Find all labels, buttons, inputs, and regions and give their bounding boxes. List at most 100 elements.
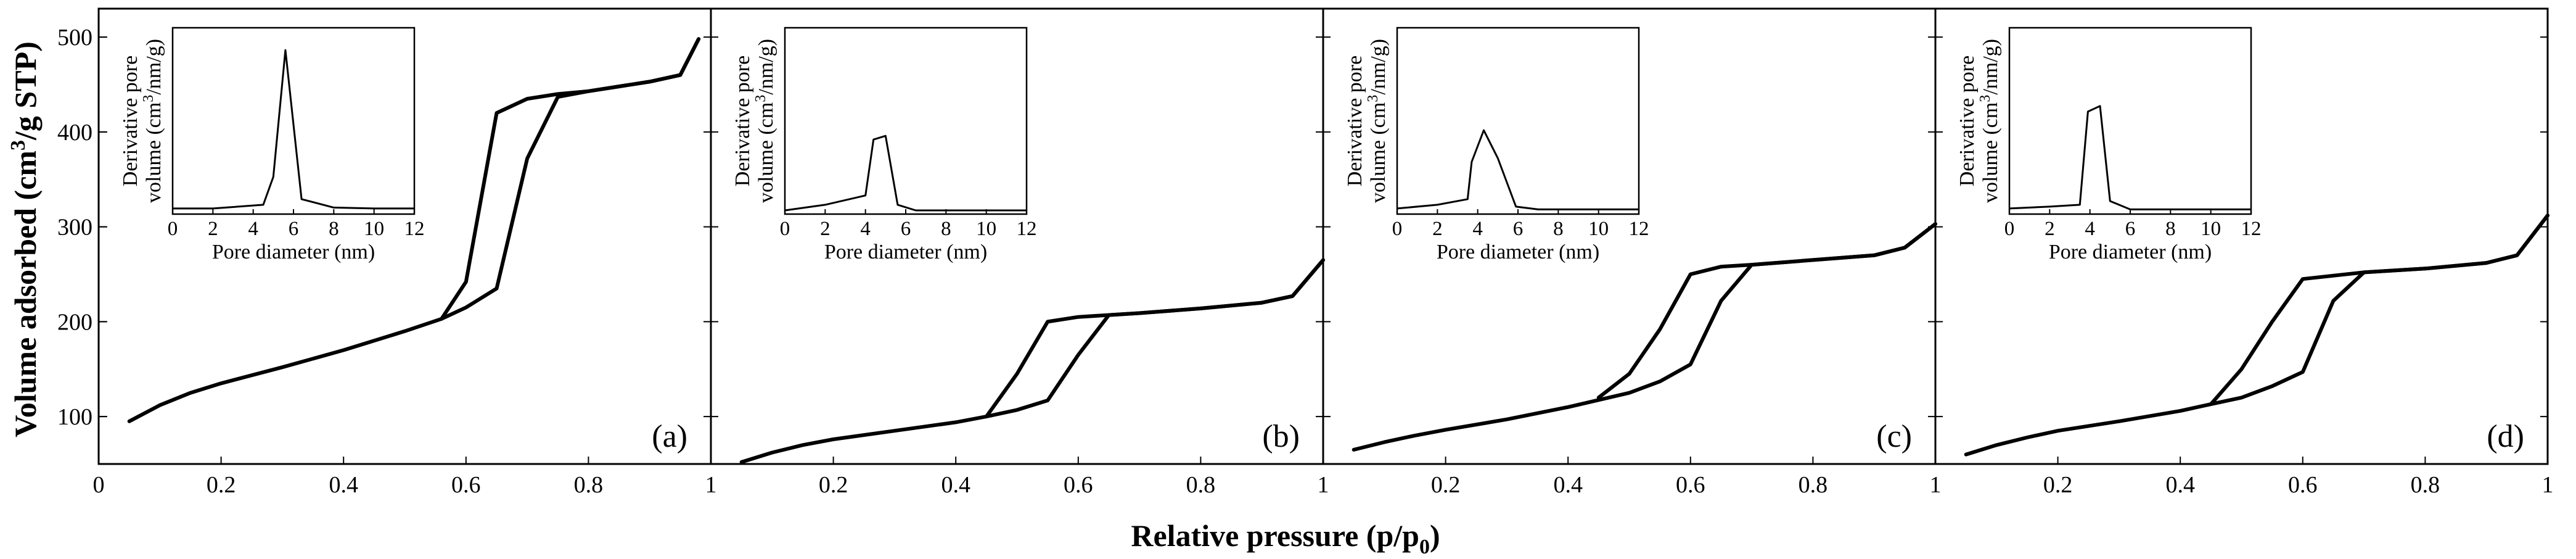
x-tick-label: 0.6 — [2288, 472, 2318, 498]
inset: 0 2 4 6 8 10 12 Pore diameter (nm) Derivative po… — [119, 27, 425, 263]
panel-label: (c) — [1876, 419, 1912, 454]
series-desorption — [1596, 222, 1937, 400]
inset-y-label-main: volume (cm — [755, 102, 777, 203]
x-tick-label: 0.8 — [1799, 472, 1828, 498]
inset-y-label-main: volume (cm — [142, 102, 165, 203]
series-desorption — [2209, 213, 2549, 407]
inset-x-tick-label: 2 — [820, 218, 831, 240]
x-tick-label: 0.8 — [1186, 472, 1216, 498]
panel-frame — [1934, 7, 2549, 465]
inset-x-tick-label: 2 — [208, 218, 218, 240]
x-tick-label: 0.2 — [819, 472, 848, 498]
inset-x-tick-label: 2 — [1432, 218, 1443, 240]
x-tick-label: 0.8 — [2411, 472, 2440, 498]
inset: 0 2 4 6 8 10 12 Pore diameter (nm) Derivative po… — [1956, 27, 2262, 263]
x-tick-label: 0.4 — [1553, 472, 1583, 498]
inset-x-tick-label: 10 — [1588, 218, 1609, 240]
x-tick-label: 0.6 — [451, 472, 481, 498]
inset-y-label-sup: 3 — [141, 95, 157, 102]
x-tick-label: 0.6 — [1676, 472, 1705, 498]
x-tick-label: 1 — [2542, 472, 2554, 498]
x-axis-title-end: ) — [1430, 518, 1440, 553]
inset-x-tick-label: 8 — [941, 218, 951, 240]
x-tick-label: 0.2 — [1431, 472, 1461, 498]
inset-series-pore-distribution — [2009, 105, 2251, 210]
inset-y-label-main: volume (cm — [1979, 102, 2002, 203]
inset-x-tick-label: 6 — [901, 218, 911, 240]
x-tick-label: 0.2 — [2043, 472, 2073, 498]
x-axis-title-main: Relative pressure (p/p — [1131, 518, 1419, 553]
inset-x-label: Pore diameter (nm) — [2049, 241, 2212, 263]
inset-x-tick-label: 8 — [329, 218, 339, 240]
x-tick-label: 1 — [1318, 472, 1329, 498]
inset-x-tick-label: 4 — [248, 218, 258, 240]
x-tick-label: 0.8 — [574, 472, 604, 498]
panel-label: (b) — [1262, 419, 1300, 454]
inset-y-label-sup: 3 — [753, 95, 769, 102]
inset-x-tick-label: 10 — [976, 218, 996, 240]
y-tick-label: 100 — [57, 404, 92, 430]
inset-x-tick-label: 12 — [1017, 218, 1037, 240]
y-axis-title: Volume adsorbed (cm3/g STP) — [7, 41, 43, 437]
inset-y-label-end: /nm/g) — [1979, 39, 2002, 95]
x-tick-label: 0.6 — [1064, 472, 1093, 498]
x-tick-label: 1 — [1930, 472, 1942, 498]
inset-y-label-line2: volume (cm3/nm/g) — [141, 39, 165, 203]
y-axis-title-end: /g STP) — [8, 41, 43, 141]
inset-y-label-end: /nm/g) — [142, 39, 165, 95]
inset-y-label-line1: Derivative pore — [731, 56, 754, 186]
x-tick-label: 0.2 — [207, 472, 236, 498]
inset-x-tick-label: 4 — [860, 218, 871, 240]
series-desorption — [440, 37, 701, 321]
y-tick-label: 400 — [57, 120, 92, 146]
panel-d: 0.2 0.4 0.6 0.8 1 (d) 0 2 4 6 8 10 12 Pore diameter (… — [1934, 7, 2554, 498]
panel-a: 0 0.2 0.4 0.6 0.8 1 (a) 0 2 4 6 8 10 12 Pore diameter … — [93, 7, 717, 498]
inset-x-tick-label: 12 — [1629, 218, 1649, 240]
inset-x-tick-label: 10 — [2201, 218, 2221, 240]
inset-x-tick-label: 2 — [2045, 218, 2055, 240]
y-tick-label: 500 — [57, 25, 92, 51]
inset-y-label-line2: volume (cm3/nm/g) — [1977, 39, 2002, 203]
inset-x-tick-label: 0 — [168, 218, 178, 240]
inset-x-label: Pore diameter (nm) — [212, 241, 375, 263]
inset-y-label-line1: Derivative pore — [1956, 56, 1979, 186]
inset-x-tick-label: 0 — [2004, 218, 2015, 240]
inset-y-label-sup: 3 — [1977, 95, 1993, 102]
inset-x-tick-label: 0 — [780, 218, 790, 240]
inset-x-tick-label: 12 — [404, 218, 425, 240]
x-axis-title-sub: 0 — [1419, 536, 1430, 558]
inset-frame — [1396, 27, 1640, 215]
x-axis-title: Relative pressure (p/p0) — [1131, 518, 1440, 558]
inset-x-tick-label: 8 — [1553, 218, 1564, 240]
series-adsorption — [739, 258, 1325, 464]
x-tick-label: 0.4 — [2165, 472, 2195, 498]
inset-y-label-line2: volume (cm3/nm/g) — [753, 39, 777, 203]
inset-x-tick-label: 8 — [2165, 218, 2176, 240]
inset-x-tick-label: 10 — [364, 218, 384, 240]
inset-x-tick-label: 4 — [2085, 218, 2095, 240]
inset-y-label-main: volume (cm — [1367, 102, 1390, 203]
inset-y-label-sup: 3 — [1365, 95, 1381, 102]
x-tick-label: 0 — [93, 472, 105, 498]
inset-y-label-line1: Derivative pore — [1343, 56, 1366, 186]
inset-x-tick-label: 0 — [1392, 218, 1403, 240]
inset-series-pore-distribution — [784, 135, 1027, 212]
inset-y-label-end: /nm/g) — [1367, 39, 1390, 95]
panel-label: (d) — [2487, 419, 2524, 454]
y-tick-label: 200 — [57, 309, 92, 335]
inset-x-tick-label: 6 — [289, 218, 299, 240]
inset-series-pore-distribution — [1397, 129, 1639, 210]
inset-x-tick-label: 6 — [2125, 218, 2136, 240]
panel-label: (a) — [652, 419, 687, 454]
inset-x-label: Pore diameter (nm) — [824, 241, 987, 263]
inset-frame — [784, 27, 1028, 215]
x-tick-label: 1 — [705, 472, 717, 498]
y-axis-title-sup: 3 — [7, 140, 30, 151]
inset: 0 2 4 6 8 10 12 Pore diameter (nm) Derivative po… — [1343, 27, 1649, 263]
x-tick-label: 0.4 — [941, 472, 970, 498]
inset-x-tick-label: 12 — [2241, 218, 2262, 240]
inset-series-pore-distribution — [173, 49, 414, 210]
inset-x-label: Pore diameter (nm) — [1437, 241, 1599, 263]
